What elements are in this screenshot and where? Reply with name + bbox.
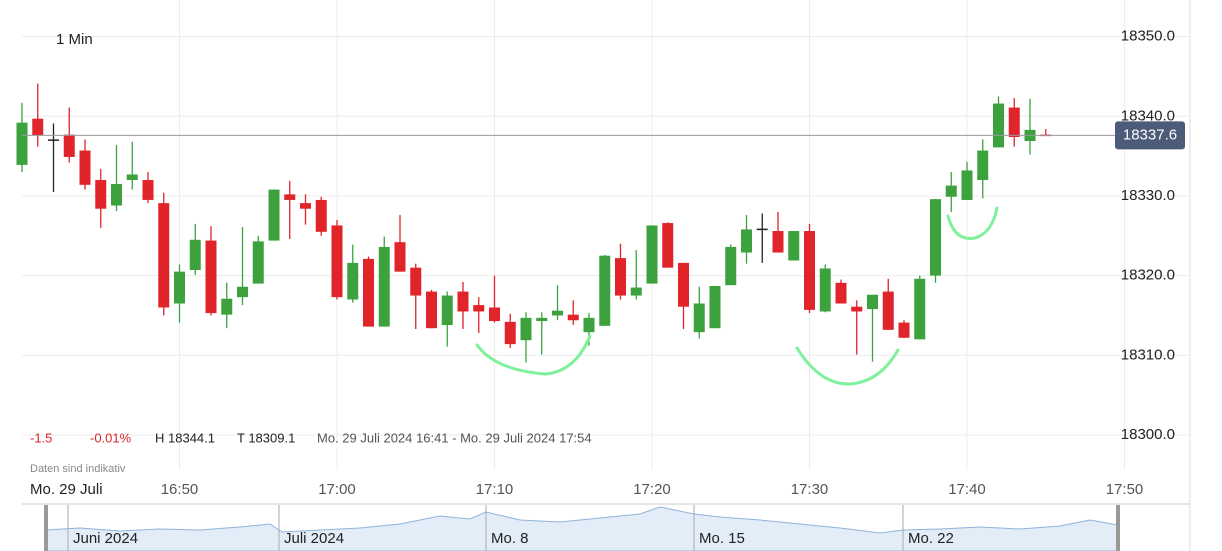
- candle-body: [694, 304, 705, 333]
- y-tick-label: 18300.0: [1121, 426, 1175, 443]
- navigator-label: Juni 2024: [73, 530, 138, 547]
- candle-body: [710, 286, 721, 328]
- candle-body: [221, 299, 232, 315]
- x-tick-label: 17:10: [476, 481, 514, 498]
- candle-body: [32, 119, 43, 136]
- range-label: Mo. 29 Juli 2024 16:41 - Mo. 29 Juli 202…: [317, 430, 592, 445]
- candle-body: [536, 318, 547, 321]
- candle-body: [977, 151, 988, 180]
- candle-body: [174, 272, 185, 304]
- note: Daten sind indikativ: [30, 463, 126, 475]
- candle-body: [773, 231, 784, 253]
- candle-body: [647, 225, 658, 283]
- candle-body: [552, 311, 563, 316]
- annotation-curve: [948, 208, 997, 239]
- last-price-label: 18337.6: [1123, 126, 1177, 143]
- candle-body: [615, 258, 626, 295]
- candle-body: [442, 296, 453, 325]
- candle-body: [946, 186, 957, 197]
- candle-body: [962, 170, 973, 199]
- candle-body: [505, 322, 516, 344]
- navigator-area: [46, 507, 1118, 551]
- candle-body: [426, 292, 437, 329]
- x-tick-label: 17:50: [1106, 481, 1144, 498]
- grid: [22, 0, 1190, 470]
- candle-body: [867, 295, 878, 309]
- candle-body: [395, 242, 406, 271]
- candle-body: [237, 287, 248, 297]
- candles: [17, 84, 1052, 363]
- candle-body: [757, 229, 768, 231]
- candle-body: [883, 292, 894, 330]
- candle-body: [284, 194, 295, 200]
- candle-body: [347, 263, 358, 300]
- candle-body: [206, 241, 217, 313]
- candle-body: [379, 247, 390, 327]
- navigator-handle[interactable]: [1116, 505, 1120, 551]
- high-label: H 18344.1: [155, 430, 215, 445]
- navigator-label: Mo. 15: [699, 530, 745, 547]
- y-tick-label: 18350.0: [1121, 28, 1175, 45]
- candle-body: [190, 240, 201, 270]
- candle-body: [300, 203, 311, 209]
- candle-body: [95, 180, 106, 209]
- candle-body: [316, 200, 327, 232]
- navigator-label: Juli 2024: [284, 530, 344, 547]
- y-tick-label: 18320.0: [1121, 267, 1175, 284]
- date-label: Mo. 29 Juli: [30, 481, 103, 498]
- candle-body: [410, 268, 421, 296]
- candle-body: [48, 139, 59, 141]
- candle-body: [473, 305, 484, 311]
- candle-body: [269, 190, 280, 241]
- x-tick-label: 17:00: [318, 481, 356, 498]
- x-tick-label: 16:50: [161, 481, 199, 498]
- candle-body: [521, 318, 532, 340]
- candle-body: [914, 279, 925, 340]
- candle-body: [725, 247, 736, 285]
- candle-body: [17, 123, 28, 165]
- candle-body: [458, 292, 469, 312]
- change: -1.5: [30, 430, 52, 445]
- candle-body: [741, 229, 752, 252]
- x-tick-label: 17:30: [791, 481, 829, 498]
- candle-body: [993, 104, 1004, 148]
- y-tick-label: 18310.0: [1121, 346, 1175, 363]
- candle-body: [899, 323, 910, 338]
- candle-body: [363, 259, 374, 327]
- candle-body: [489, 307, 500, 321]
- candle-body: [1009, 108, 1020, 137]
- candle-body: [80, 151, 91, 185]
- candle-body: [804, 231, 815, 310]
- candle-body: [820, 268, 831, 311]
- candle-body: [836, 283, 847, 304]
- chart: Juni 2024 Juli 2024 Mo. 8 Mo. 15 Mo. 22 …: [0, 0, 1222, 551]
- x-tick-label: 17:20: [633, 481, 671, 498]
- candle-body: [678, 263, 689, 307]
- change-percent: -0.01%: [90, 430, 132, 445]
- candle-body: [584, 318, 595, 332]
- candle-body: [599, 256, 610, 326]
- chart-title: 1 Min: [56, 31, 93, 48]
- candle-body: [253, 241, 264, 283]
- candle-body: [930, 199, 941, 275]
- low-label: T 18309.1: [237, 430, 295, 445]
- navigator-label: Mo. 8: [491, 530, 529, 547]
- candle-body: [127, 174, 138, 180]
- candle-body: [332, 225, 343, 297]
- navigator-label: Mo. 22: [908, 530, 954, 547]
- candle-body: [158, 203, 169, 307]
- candle-body: [851, 307, 862, 312]
- candle-body: [111, 184, 122, 206]
- y-tick-label: 18330.0: [1121, 187, 1175, 204]
- candle-body: [662, 223, 673, 268]
- candle-body: [788, 231, 799, 260]
- navigator-handle[interactable]: [44, 505, 48, 551]
- x-tick-label: 17:40: [948, 481, 986, 498]
- annotation-curve: [797, 348, 898, 384]
- candle-body: [64, 135, 75, 157]
- candle-body: [631, 288, 642, 296]
- navigator: Juni 2024 Juli 2024 Mo. 8 Mo. 15 Mo. 22: [44, 505, 1120, 551]
- candle-body: [568, 315, 579, 321]
- candle-body: [143, 180, 154, 200]
